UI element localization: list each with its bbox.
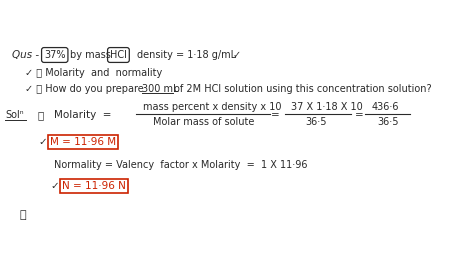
Text: ✓: ✓	[50, 181, 59, 191]
Text: 436·6: 436·6	[372, 102, 400, 112]
Text: Molar mass of solute: Molar mass of solute	[153, 117, 255, 127]
Text: =: =	[271, 110, 280, 120]
Text: mass percent x density x 10: mass percent x density x 10	[143, 102, 282, 112]
Text: by mass: by mass	[70, 50, 111, 60]
Text: 37%: 37%	[44, 50, 65, 60]
Text: N = 11·96 N: N = 11·96 N	[62, 181, 126, 191]
Text: =: =	[355, 110, 364, 120]
Text: M = 11·96 M: M = 11·96 M	[50, 137, 116, 147]
Text: Normality = Valency  factor x Molarity  =  1 X 11·96: Normality = Valency factor x Molarity = …	[54, 160, 308, 170]
Text: 37 X 1·18 X 10: 37 X 1·18 X 10	[291, 102, 363, 112]
Text: density = 1·18 g/mL: density = 1·18 g/mL	[137, 50, 236, 60]
Text: of 2M HCl solution using this concentration solution?: of 2M HCl solution using this concentrat…	[174, 84, 432, 94]
Text: 300 mL: 300 mL	[142, 84, 179, 94]
Text: 36·5: 36·5	[305, 117, 327, 127]
Text: Ⓐ: Ⓐ	[38, 110, 44, 120]
Text: Solⁿ: Solⁿ	[5, 110, 24, 120]
Text: ✓: ✓	[233, 50, 241, 60]
Text: HCl: HCl	[110, 50, 127, 60]
Text: Ⓑ: Ⓑ	[20, 210, 27, 220]
Text: Molarity  =: Molarity =	[54, 110, 111, 120]
Text: Qus -: Qus -	[12, 50, 39, 60]
Text: ✓ Ⓑ How do you prepare: ✓ Ⓑ How do you prepare	[25, 84, 144, 94]
Text: ✓: ✓	[38, 137, 47, 147]
Text: ✓ Ⓐ Molarity  and  normality: ✓ Ⓐ Molarity and normality	[25, 68, 162, 78]
Text: 36·5: 36·5	[377, 117, 399, 127]
